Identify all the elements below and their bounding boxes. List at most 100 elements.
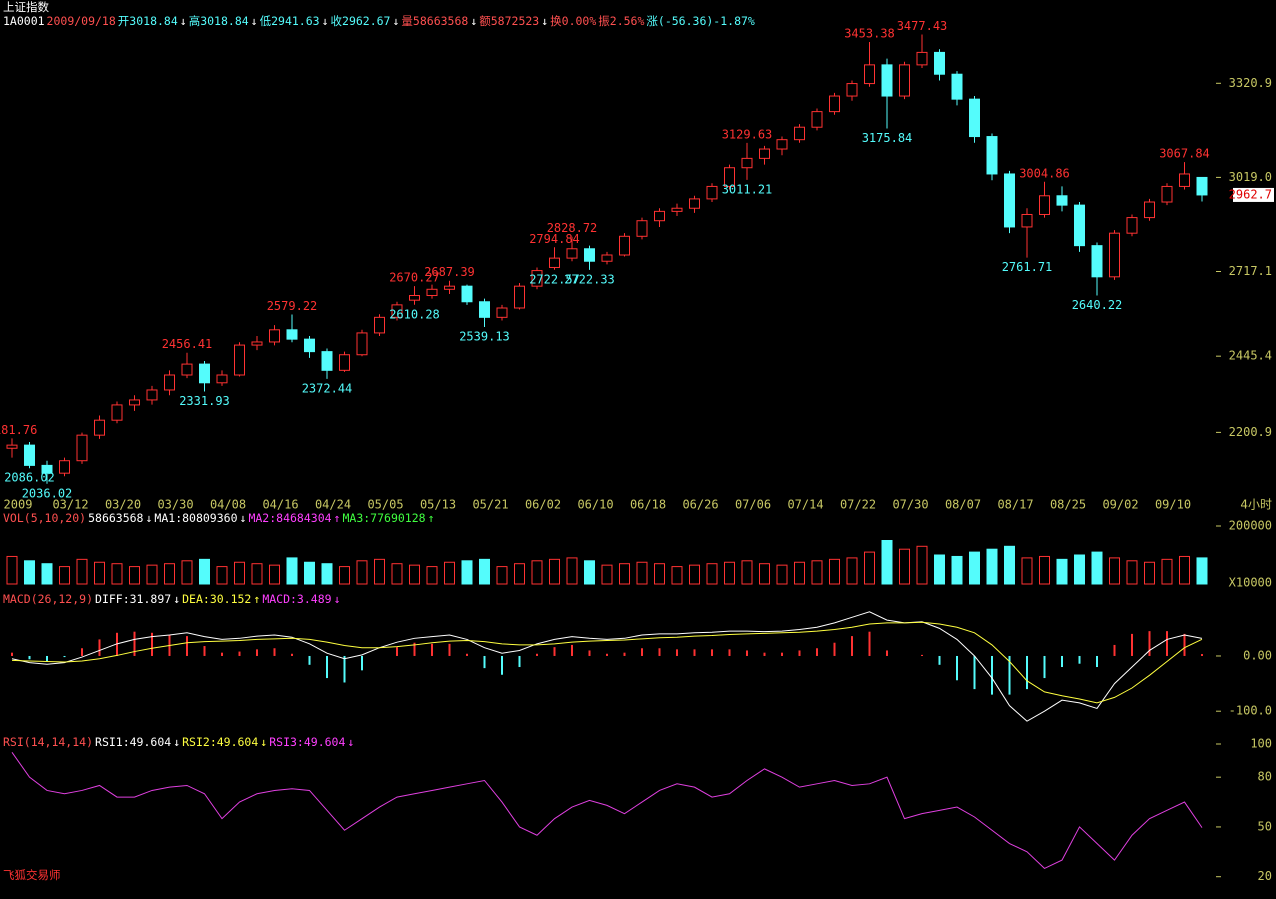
- volume-bar: [41, 563, 53, 585]
- header-item: 额5872523: [479, 14, 540, 28]
- dea-line: [11, 621, 1203, 704]
- candle-body: [794, 126, 805, 141]
- volume-bar: [969, 551, 980, 585]
- candle-body: [409, 295, 420, 301]
- volume-bar: [706, 563, 718, 585]
- header-item: 换0.00%: [550, 14, 597, 28]
- x-tick-label: 06/18: [630, 498, 666, 512]
- x-tick-label: 04/08: [210, 498, 246, 512]
- high-label: 3477.43: [897, 19, 948, 33]
- price-tag-label: 2962.7: [1229, 187, 1272, 201]
- header-item: 1A0001: [3, 14, 45, 28]
- header-item: ↓: [173, 735, 181, 749]
- volume-bar: [829, 558, 840, 585]
- volume-bar: [269, 564, 280, 585]
- candle-body: [304, 338, 315, 353]
- volume-bar: [776, 564, 788, 585]
- candle-body: [1109, 232, 1120, 278]
- header-item: RSI(14,14,14): [3, 735, 94, 749]
- header-item: RSI2:49.604: [182, 735, 259, 749]
- candle-body: [846, 83, 858, 97]
- high-label: 3004.86: [1019, 166, 1070, 180]
- volume-bar: [549, 558, 560, 585]
- candle-body: [881, 64, 893, 97]
- rsi-line: [11, 752, 1203, 870]
- candle-body: [356, 332, 368, 356]
- candle-body: [269, 329, 280, 343]
- volume-bar: [514, 563, 525, 585]
- candle-body: [531, 270, 543, 287]
- y-tick-label: 0.00: [1243, 648, 1272, 662]
- volume-bar: [1074, 554, 1085, 585]
- candle-body: [951, 73, 963, 100]
- x-tick-label: 05/13: [420, 498, 456, 512]
- candle-body: [181, 363, 193, 376]
- header-item: RSI1:49.604: [95, 735, 172, 749]
- candle-body: [1004, 173, 1015, 228]
- header-item: 低2941.63: [259, 14, 320, 28]
- volume-bar: [24, 560, 35, 585]
- high-label: 2828.72: [547, 221, 598, 235]
- candle-body: [426, 288, 438, 297]
- header-item: DIFF:31.897: [95, 592, 172, 606]
- candle-body: [164, 374, 175, 391]
- candle-body: [566, 248, 578, 259]
- candle-body: [199, 363, 210, 384]
- header-item: MA2:84684304: [248, 511, 332, 525]
- x-tick-label: 08/17: [997, 498, 1033, 512]
- low-label: 2610.28: [389, 307, 440, 321]
- x-tick-label: 07/30: [892, 498, 928, 512]
- volume-bar: [916, 545, 928, 585]
- candle-body: [689, 198, 700, 209]
- candle-body: [444, 285, 455, 290]
- low-label: 2086.02: [4, 471, 55, 485]
- candle-body: [146, 389, 158, 401]
- candle-body: [636, 220, 648, 237]
- header-item: 高3018.84: [188, 14, 249, 28]
- candle-body: [461, 285, 473, 303]
- high-label: 2181.76: [0, 423, 37, 437]
- volume-bar: [1144, 561, 1155, 585]
- volume-bar: [286, 557, 298, 585]
- low-label: 2036.02: [22, 486, 73, 500]
- header-item: ↓: [145, 511, 153, 525]
- volume-bar: [951, 555, 963, 585]
- volume-bar: [724, 561, 735, 585]
- volume-bar: [601, 564, 613, 585]
- y-tick-label: 20: [1258, 869, 1272, 883]
- y-tick-label: 2717.1: [1229, 264, 1272, 278]
- volume-bar: [636, 561, 648, 585]
- candle-body: [339, 354, 350, 371]
- header-item: 涨(-56.36)-1.87%: [646, 14, 755, 28]
- volume-bar: [1056, 558, 1068, 585]
- candle-body: [41, 464, 53, 474]
- y-tick-label: 3019.0: [1229, 170, 1272, 184]
- volume-bar: [566, 557, 578, 585]
- x-tick-label: 04/16: [262, 498, 298, 512]
- candle-body: [6, 444, 18, 449]
- header-item: RSI3:49.604: [269, 735, 346, 749]
- volume-bar: [1179, 555, 1190, 585]
- volume-bar: [391, 563, 403, 585]
- volume-bar: [881, 540, 893, 585]
- volume-bar: [181, 560, 193, 585]
- low-label: 2761.71: [1002, 260, 1053, 274]
- volume-bar: [1021, 557, 1033, 585]
- candle-body: [969, 98, 980, 138]
- header-item: ↓: [250, 14, 258, 28]
- volume-bar: [1004, 545, 1015, 585]
- volume-bar: [461, 560, 473, 585]
- candle-body: [76, 434, 88, 462]
- low-label: 2539.13: [459, 329, 510, 343]
- volume-bar: [479, 558, 490, 585]
- volume-bar: [409, 564, 420, 585]
- header-item: ↑: [253, 592, 261, 606]
- x-tick-label: 05/21: [472, 498, 508, 512]
- header-item: 开3018.84: [117, 14, 178, 28]
- candle-body: [601, 254, 613, 262]
- candle-body: [829, 95, 840, 113]
- volume-bar: [759, 563, 770, 585]
- x-tick-label: 09/10: [1155, 498, 1191, 512]
- candle-body: [1179, 173, 1190, 187]
- candle-body: [916, 51, 928, 66]
